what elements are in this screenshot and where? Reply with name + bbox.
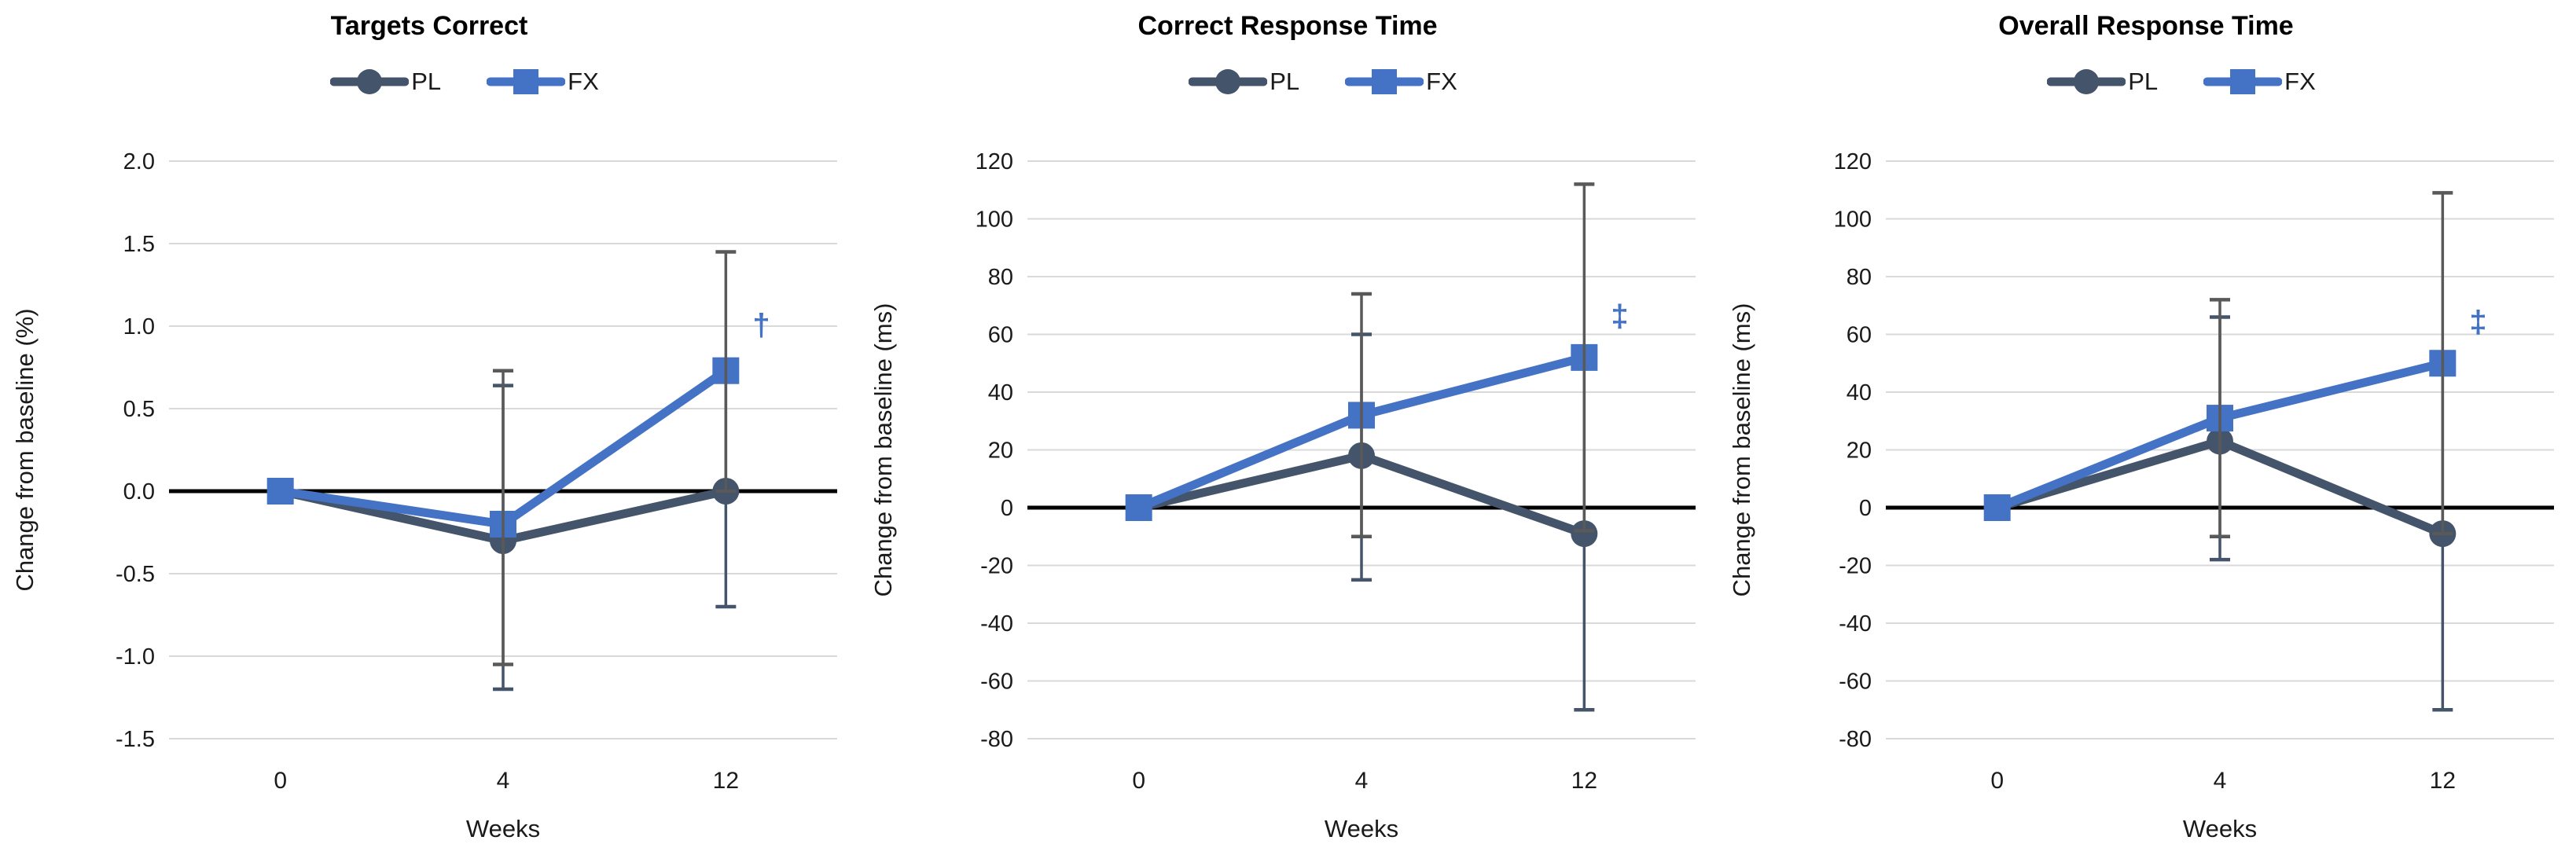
y-tick-label: -40 [980, 611, 1013, 637]
y-tick-label: 0.5 [123, 397, 155, 422]
legend-label-fx: FX [1426, 68, 1457, 95]
legend: PL FX [858, 68, 1717, 96]
fx-marker [1125, 494, 1152, 521]
y-axis-title: Change from baseline (ms) [1728, 303, 1755, 597]
x-axis-title: Weeks [466, 815, 540, 842]
fx-line-square-marker-icon [1345, 69, 1424, 94]
legend-circle-marker [357, 69, 383, 94]
legend-square-marker [1372, 69, 1398, 94]
fx-marker [266, 478, 294, 505]
legend-item-fx: FX [2203, 68, 2316, 96]
y-tick-label: 1.5 [123, 232, 155, 257]
y-tick-label: -80 [980, 727, 1013, 752]
fx-line-square-marker-icon [487, 69, 566, 94]
y-tick-label: -80 [1839, 727, 1872, 752]
y-tick-label: 80 [988, 265, 1013, 290]
significance-marker: ‡ [1611, 299, 1628, 333]
x-tick-label: 4 [497, 768, 510, 794]
y-tick-label: -20 [1839, 554, 1872, 579]
legend: PL FX [1717, 68, 2575, 96]
legend-square-marker [513, 69, 539, 94]
y-tick-label: 100 [976, 207, 1013, 233]
significance-marker: ‡ [2469, 305, 2486, 339]
y-tick-label: 40 [1847, 380, 1872, 405]
significance-marker: † [752, 308, 770, 343]
y-tick-label: 100 [1834, 207, 1872, 233]
legend-label-pl: PL [411, 68, 442, 95]
y-tick-label: 120 [976, 149, 1013, 174]
x-tick-label: 4 [1355, 768, 1369, 794]
plot-area: 2.0 1.5 1.0 0.5 0.0 -0.5 -1.0 -1.5 Change from b… [11, 149, 837, 842]
chart-title: Correct Response Time [1137, 11, 1438, 41]
legend-item-pl: PL [330, 68, 441, 96]
y-tick-label: 60 [1847, 323, 1872, 348]
chart-correct-response-time: Correct Response Time PL FX 120 100 80 60 40… [858, 0, 1717, 866]
y-tick-label: -1.5 [116, 727, 155, 752]
y-axis-title: Change from baseline (ms) [869, 303, 897, 597]
y-tick-label: -40 [1839, 611, 1872, 637]
legend-item-pl: PL [1189, 68, 1299, 96]
y-tick-label: 1.0 [123, 314, 155, 339]
y-tick-label: 60 [988, 323, 1013, 348]
x-tick-label: 12 [2430, 768, 2456, 794]
chart-targets-correct: Targets Correct PL FX 2.0 1.5 1.0 0.5 0.0 -0.… [0, 0, 858, 866]
x-tick-label: 0 [1990, 768, 2004, 794]
y-tick-label: -60 [1839, 670, 1872, 695]
pl-line-circle-marker-icon [1189, 69, 1268, 94]
legend-label-pl: PL [1270, 68, 1300, 95]
chart-title: Overall Response Time [1998, 11, 2294, 41]
legend-item-fx: FX [1345, 68, 1457, 96]
y-tick-label: 40 [988, 380, 1013, 405]
pl-line-circle-marker-icon [2047, 69, 2126, 94]
legend-circle-marker [1215, 69, 1241, 94]
x-axis-title: Weeks [1325, 815, 1398, 842]
y-tick-label: 20 [1847, 439, 1872, 464]
legend-circle-marker [2074, 69, 2100, 94]
y-tick-label: 2.0 [123, 149, 155, 174]
y-tick-label: 0.0 [123, 479, 155, 505]
x-axis-title: Weeks [2183, 815, 2257, 842]
y-tick-label: 20 [988, 439, 1013, 464]
y-tick-label: 0 [1859, 496, 1872, 521]
legend-label-fx: FX [2284, 68, 2316, 95]
chart-title: Targets Correct [330, 11, 528, 41]
x-tick-label: 12 [713, 768, 739, 794]
y-tick-label: -60 [980, 670, 1013, 695]
y-tick-label: 120 [1834, 149, 1872, 174]
y-tick-label: 80 [1847, 265, 1872, 290]
legend-item-fx: FX [487, 68, 599, 96]
y-axis-title: Change from baseline (%) [11, 308, 39, 591]
y-tick-label: -20 [980, 554, 1013, 579]
legend: PL FX [0, 68, 858, 96]
legend-square-marker [2230, 69, 2256, 94]
fx-line-square-marker-icon [2203, 69, 2283, 94]
x-tick-label: 0 [274, 768, 287, 794]
x-tick-label: 0 [1132, 768, 1145, 794]
legend-label-fx: FX [568, 68, 599, 95]
y-tick-label: -1.0 [116, 644, 155, 670]
y-tick-label: -0.5 [116, 562, 155, 587]
x-tick-label: 12 [1571, 768, 1597, 794]
legend-item-pl: PL [2047, 68, 2158, 96]
y-tick-label: 0 [1001, 496, 1013, 521]
legend-label-pl: PL [2128, 68, 2159, 95]
chart-overall-response-time: Overall Response Time PL FX 120 100 80 60 40… [1717, 0, 2575, 866]
pl-line-circle-marker-icon [330, 69, 410, 94]
fx-marker [1983, 494, 2011, 521]
x-tick-label: 4 [2214, 768, 2227, 794]
